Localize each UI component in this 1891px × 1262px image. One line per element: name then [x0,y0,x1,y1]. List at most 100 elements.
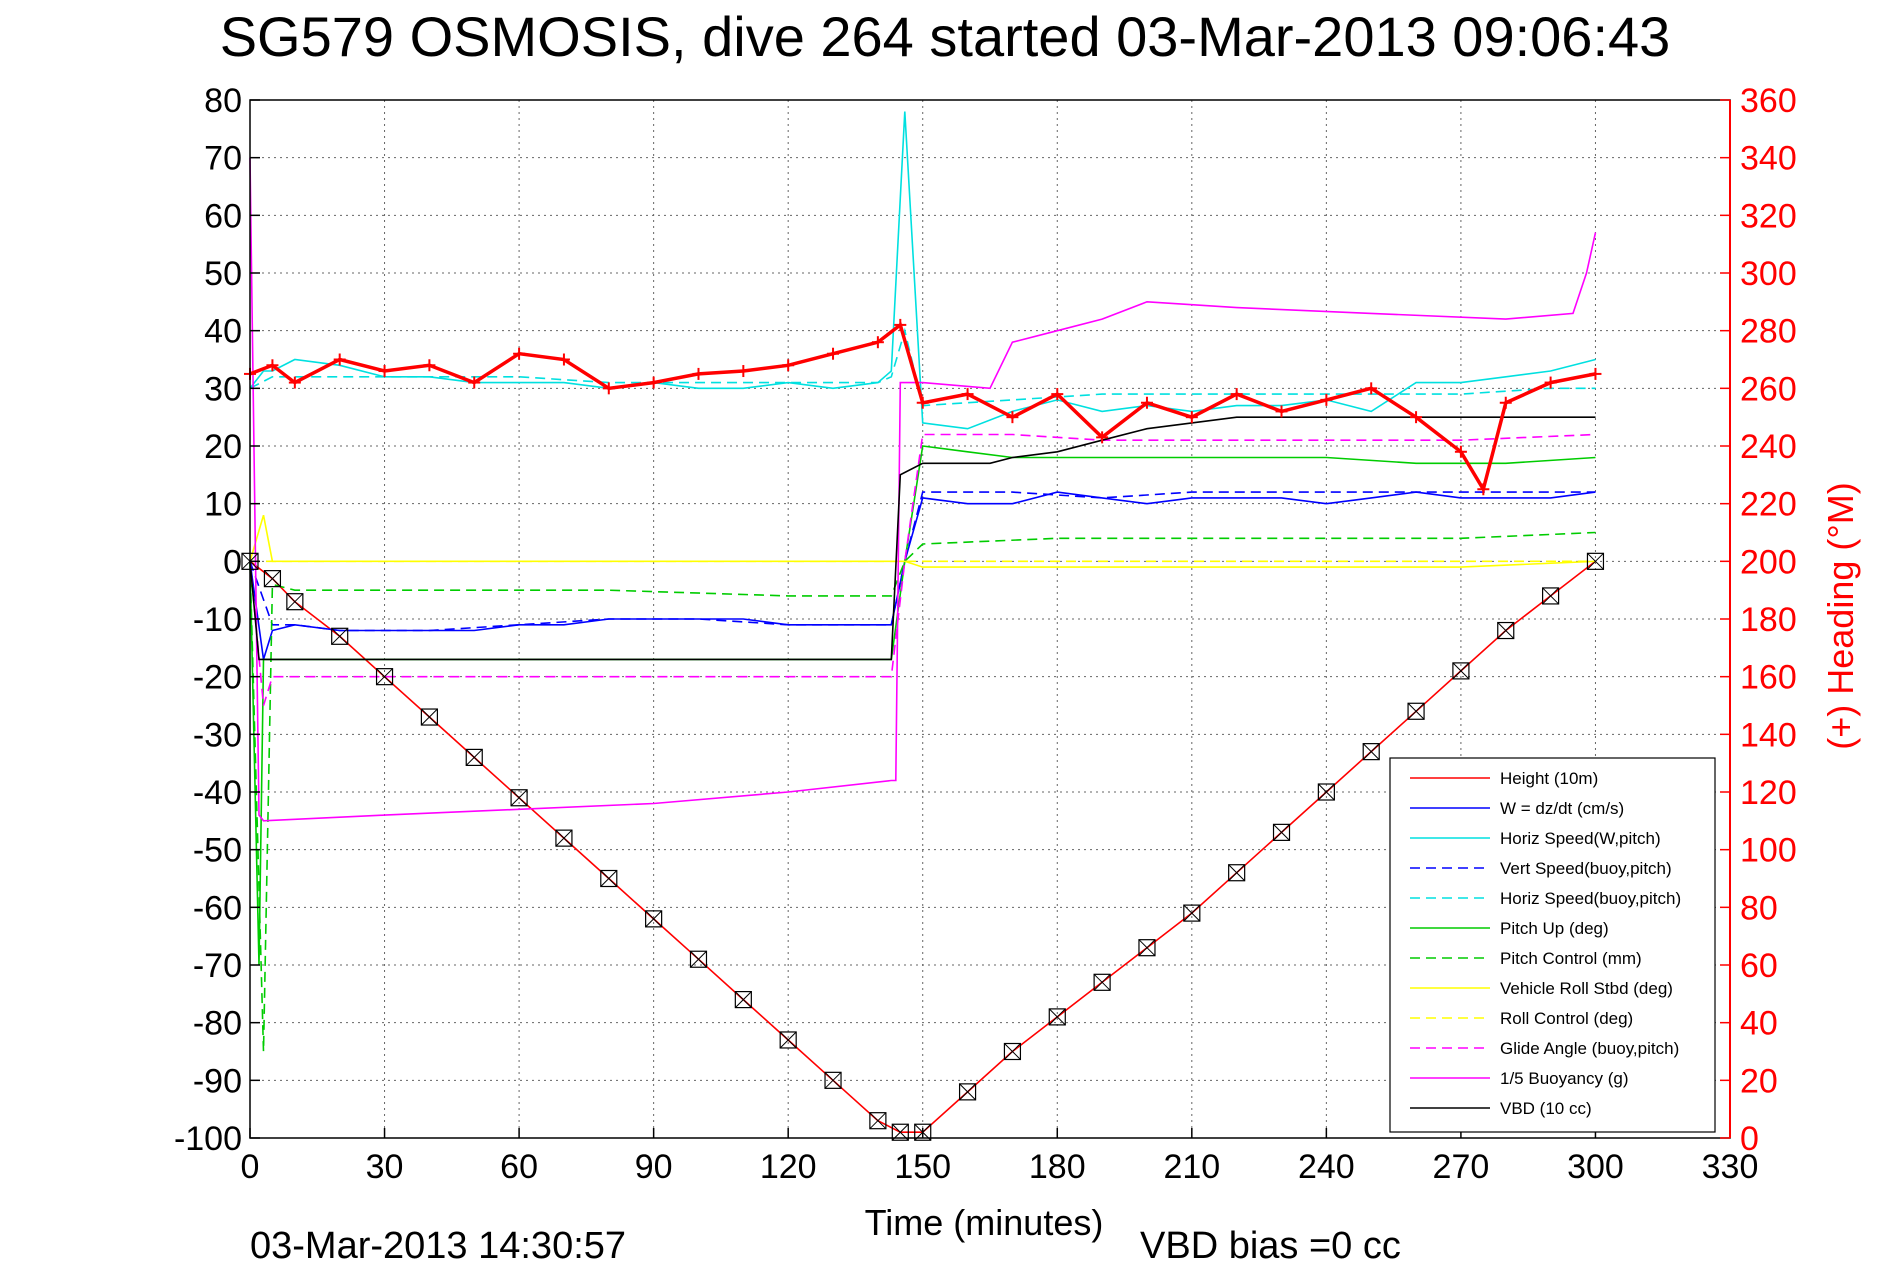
y-left-tick-label-2: -80 [193,1005,242,1043]
depth-marker-6 [465,748,483,767]
heading-marker-32 [1544,376,1557,389]
y-right-tick-label-10: 200 [1740,543,1797,581]
series-line-9 [249,433,1596,706]
x-tick-label-8: 240 [1298,1148,1355,1186]
x-tick-label-3: 90 [635,1148,673,1186]
depth-marker-24 [1228,864,1246,882]
y-left-tick-label-15: 50 [204,255,242,293]
depth-marker-23 [1183,904,1201,922]
y-right-tick-label-0: 0 [1740,1120,1759,1158]
depth-marker-26 [1317,783,1335,801]
heading-marker-27 [1365,382,1378,395]
y-right-tick-label-7: 140 [1740,716,1797,754]
y-left-tick-label-16: 60 [204,197,242,235]
depth-marker-4 [375,668,394,686]
legend-entry-0: Height (10m) [1500,769,1598,788]
y-left-tick-label-10: 0 [223,543,242,581]
depth-marker-29 [1452,662,1470,680]
heading-marker-30 [1477,483,1490,496]
y-right-tick-label-1: 20 [1740,1062,1778,1100]
y-left-tick-label-17: 70 [204,140,242,178]
series-line-heading [249,321,1596,494]
y-right-tick-label-4: 80 [1740,889,1778,927]
heading-marker-28 [1410,411,1423,424]
legend-entry-5: Pitch Up (deg) [1500,919,1609,938]
depth-marker-5 [420,708,438,726]
y-right-tick-label-13: 260 [1740,370,1797,408]
series-line-2 [249,111,1596,430]
x-tick-label-1: 30 [366,1148,404,1186]
bottom-left-timestamp: 03-Mar-2013 14:30:57 [250,1225,626,1262]
y-right-tick-label-6: 120 [1740,774,1797,812]
depth-marker-27 [1362,743,1380,761]
y-left-tick-label-0: -100 [174,1120,242,1158]
heading-marker-16 [894,318,907,331]
heading-marker-13 [782,359,795,372]
heading-marker-29 [1454,445,1467,458]
depth-marker-22 [1138,939,1156,957]
heading-marker-3 [333,353,346,366]
legend-entry-4: Horiz Speed(buoy,pitch) [1500,889,1681,908]
depth-marker-1 [263,570,282,588]
y-left-tick-label-3: -70 [193,947,242,985]
right-y-axis-label: (+) Heading (°M) [1820,482,1861,749]
y-right-tick-label-14: 280 [1740,313,1797,351]
heading-marker-9 [602,382,615,395]
x-tick-label-2: 60 [500,1148,538,1186]
legend-box [1389,757,1716,1133]
x-tick-label-9: 270 [1433,1148,1490,1186]
heading-marker-33 [1589,367,1602,380]
y-left-tick-label-12: 20 [204,428,242,466]
depth-marker-30 [1497,621,1515,640]
x-tick-label-5: 150 [894,1148,951,1186]
x-axis-label: Time (minutes) [865,1202,1104,1243]
legend-entry-9: Glide Angle (buoy,pitch) [1500,1039,1679,1058]
y-right-tick-label-15: 300 [1740,255,1797,293]
y-left-tick-label-8: -20 [193,659,242,697]
plot-grid [250,100,1730,1138]
heading-marker-2 [288,376,301,389]
heading-marker-25 [1275,405,1288,418]
series-line-4 [249,327,1596,407]
heading-marker-4 [378,365,391,378]
depth-marker-10 [645,910,663,928]
legend-entry-6: Pitch Control (mm) [1500,949,1642,968]
depth-marker-13 [779,1031,797,1049]
depth-marker-18 [958,1083,977,1101]
chart-title: SG579 OSMOSIS, dive 264 started 03-Mar-2… [220,5,1671,68]
depth-marker-11 [689,950,708,968]
depth-marker-15 [869,1112,887,1130]
depth-marker-7 [510,789,528,807]
depth-marker-20 [1048,1008,1066,1026]
depth-marker-19 [1003,1042,1022,1061]
y-left-tick-label-1: -90 [193,1062,242,1100]
heading-marker-17 [916,396,929,409]
legend-entry-8: Roll Control (deg) [1500,1009,1633,1028]
y-left-tick-label-9: -10 [193,601,242,639]
depth-marker-12 [734,990,752,1009]
y-right-tick-label-8: 160 [1740,659,1797,697]
depth-marker-9 [600,869,618,888]
heading-marker-22 [1140,396,1153,409]
depth-marker-2 [286,593,304,611]
legend-entry-2: Horiz Speed(W,pitch) [1500,829,1661,848]
series-line-10 [249,157,1597,822]
y-right-tick-label-3: 60 [1740,947,1778,985]
depth-marker-25 [1272,823,1291,841]
heading-marker-24 [1230,388,1243,401]
y-right-tick-label-9: 180 [1740,601,1797,639]
heading-marker-31 [1499,396,1512,409]
y-left-tick-label-7: -30 [193,716,242,754]
heading-marker-21 [1096,431,1109,444]
depth-marker-14 [824,1071,842,1089]
heading-marker-19 [1006,411,1019,424]
depth-marker-31 [1542,587,1560,605]
heading-marker-10 [647,376,660,389]
y-right-tick-label-5: 100 [1740,832,1797,870]
heading-marker-8 [557,353,570,366]
y-right-tick-label-12: 240 [1740,428,1797,466]
legend-entry-1: W = dz/dt (cm/s) [1500,799,1624,818]
legend-entry-11: VBD (10 cc) [1500,1099,1592,1118]
depth-marker-3 [331,627,349,645]
y-right-tick-label-17: 340 [1740,140,1797,178]
